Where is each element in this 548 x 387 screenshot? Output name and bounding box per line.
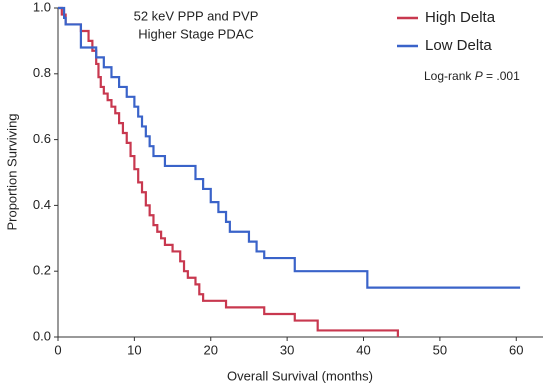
annotation: Log-rank bbox=[424, 69, 475, 83]
y-tick-label: 0.8 bbox=[33, 65, 51, 80]
y-tick-label: 0.6 bbox=[33, 131, 51, 146]
x-axis-label: Overall Survival (months) bbox=[227, 368, 373, 383]
y-tick-label: 0.0 bbox=[33, 328, 51, 343]
legend-label: Low Delta bbox=[425, 37, 492, 54]
x-tick-label: 40 bbox=[356, 342, 370, 357]
annotation: = .001 bbox=[483, 69, 520, 83]
survival-curve bbox=[58, 6, 521, 289]
y-tick-label: 1.0 bbox=[33, 0, 51, 14]
x-tick-label: 20 bbox=[204, 342, 218, 357]
legend-label: High Delta bbox=[425, 9, 496, 26]
annotation: Higher Stage PDAC bbox=[138, 26, 254, 41]
y-tick-label: 0.4 bbox=[33, 197, 51, 212]
annotation: P bbox=[475, 69, 483, 83]
annotation: Log-rank P = .001 bbox=[424, 69, 520, 83]
x-tick-label: 10 bbox=[127, 342, 141, 357]
x-tick-label: 30 bbox=[280, 342, 294, 357]
x-tick-label: 60 bbox=[509, 342, 523, 357]
survival-curve bbox=[58, 6, 399, 337]
y-axis-label: Proportion Surviving bbox=[4, 113, 19, 230]
y-tick-label: 0.2 bbox=[33, 263, 51, 278]
annotation: 52 keV PPP and PVP bbox=[134, 8, 259, 23]
x-tick-label: 0 bbox=[54, 342, 61, 357]
x-tick-label: 50 bbox=[433, 342, 447, 357]
